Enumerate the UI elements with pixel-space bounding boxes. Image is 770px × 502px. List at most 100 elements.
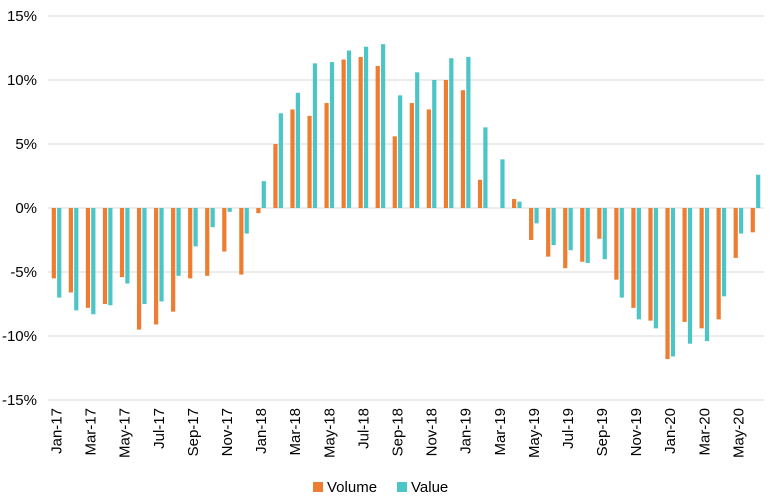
y-tick-label: 0% <box>15 200 37 217</box>
bar-volume-dec-18 <box>443 80 449 208</box>
x-axis-tick-labels: Jan-17 Mar-17 May-17 Jul-17 Sep-17 Nov-17 Jan-… <box>49 408 748 458</box>
bar-value-jul-17 <box>159 208 164 302</box>
bar-volume-jan-20 <box>665 208 670 360</box>
legend-label-volume: Volume <box>327 479 377 496</box>
bar-volume-feb-18 <box>273 144 278 208</box>
bar-volume-apr-18 <box>307 115 312 208</box>
bar-volume-jul-17 <box>154 208 159 325</box>
bar-volume-sep-19 <box>597 208 602 239</box>
bar-volume-sep-17 <box>188 208 193 279</box>
bar-value-aug-19 <box>585 208 590 264</box>
bar-value-mar-20 <box>704 208 710 342</box>
legend-swatch-volume <box>313 482 323 492</box>
bar-value-oct-17 <box>210 208 215 228</box>
x-tick-label: Mar-18 <box>287 408 304 456</box>
x-tick-label: Sep-18 <box>389 408 406 456</box>
bar-value-aug-18 <box>381 44 386 208</box>
bar-value-may-20 <box>739 208 744 234</box>
bar-volume-apr-19 <box>512 199 517 208</box>
x-tick-label: Mar-19 <box>492 408 509 456</box>
bar-value-feb-17 <box>74 208 79 311</box>
x-tick-label: Mar-17 <box>83 408 100 456</box>
bar-value-nov-18 <box>432 80 437 208</box>
x-tick-label: May-17 <box>117 408 134 458</box>
x-tick-label: Jan-19 <box>458 408 475 454</box>
bar-volume-jun-17 <box>136 208 142 330</box>
bar-value-apr-19 <box>517 201 522 208</box>
bar-volume-jan-17 <box>51 208 56 279</box>
bar-volume-oct-17 <box>205 208 210 276</box>
bar-volume-jun-18 <box>341 59 346 208</box>
legend-swatch-value <box>397 482 407 492</box>
bar-value-aug-17 <box>176 208 181 276</box>
bar-volume-may-20 <box>733 208 738 258</box>
bar-value-dec-18 <box>449 58 454 208</box>
bar-value-oct-19 <box>619 208 624 298</box>
x-tick-label: Jul-19 <box>560 408 577 449</box>
y-tick-label: 5% <box>15 136 37 153</box>
bar-volume-jan-19 <box>460 90 466 208</box>
legend-label-value: Value <box>411 479 448 496</box>
bar-value-jan-18 <box>261 181 266 208</box>
bar-value-mar-19 <box>500 159 505 208</box>
bar-volume-dec-17 <box>239 208 244 275</box>
y-tick-label: 10% <box>7 72 37 89</box>
bar-value-jan-17 <box>57 208 62 298</box>
bar-value-may-17 <box>125 208 130 284</box>
bar-volume-apr-20 <box>716 208 721 320</box>
bar-volume-jan-18 <box>256 208 261 214</box>
x-tick-label: Nov-17 <box>219 408 236 456</box>
bar-value-jan-19 <box>466 56 471 209</box>
bar-volume-feb-19 <box>477 179 483 208</box>
bar-volume-aug-18 <box>375 65 380 208</box>
x-tick-label: Jul-17 <box>151 408 168 449</box>
bar-volume-jun-19 <box>546 208 551 257</box>
bar-volume-jul-19 <box>563 208 568 269</box>
bar-value-apr-17 <box>108 208 113 306</box>
bar-value-feb-20 <box>687 208 693 344</box>
y-tick-label: -5% <box>10 264 37 281</box>
bar-volume-apr-17 <box>102 208 108 304</box>
bar-value-jun-20 <box>756 174 761 208</box>
bar-value-sep-17 <box>193 208 198 247</box>
x-tick-label: Sep-17 <box>185 408 202 456</box>
bar-value-jun-18 <box>346 50 352 209</box>
bar-volume-aug-17 <box>171 208 176 312</box>
bar-volume-may-19 <box>529 208 534 240</box>
bar-volume-may-18 <box>324 103 329 208</box>
bar-volume-nov-19 <box>631 208 636 308</box>
bar-value-may-19 <box>534 208 539 224</box>
x-tick-label: Jul-18 <box>355 408 372 449</box>
bar-value-nov-19 <box>636 208 641 320</box>
x-tick-label: May-18 <box>321 408 338 458</box>
x-tick-label: Jan-17 <box>49 408 66 454</box>
bar-volume-mar-17 <box>85 208 91 308</box>
bar-value-dec-17 <box>244 208 249 234</box>
x-tick-label: Sep-19 <box>594 408 611 456</box>
bar-volume-may-17 <box>119 208 125 278</box>
x-tick-label: Mar-20 <box>696 408 713 456</box>
bar-value-sep-18 <box>398 95 403 208</box>
bar-value-apr-20 <box>721 208 727 297</box>
bar-volume-nov-17 <box>222 208 227 252</box>
bar-volume-jun-20 <box>750 208 755 233</box>
y-tick-label: -15% <box>2 392 37 409</box>
bar-volume-oct-18 <box>409 103 414 208</box>
bar-volume-mar-18 <box>290 109 295 208</box>
bars <box>51 44 761 360</box>
x-tick-label: Nov-18 <box>424 408 441 456</box>
bar-volume-oct-19 <box>614 208 619 280</box>
y-tick-label: 15% <box>7 8 37 25</box>
bar-value-sep-19 <box>602 208 607 260</box>
bar-value-jun-19 <box>551 208 556 246</box>
bar-value-jan-20 <box>670 208 676 357</box>
x-tick-label: Jan-20 <box>662 408 679 454</box>
bar-value-mar-18 <box>295 92 300 208</box>
y-axis-tick-labels: 15% 10% 5% 0% -5% -10% -15% <box>2 8 37 409</box>
bar-value-jul-19 <box>568 208 573 251</box>
x-tick-label: May-19 <box>526 408 543 458</box>
legend: Volume Value <box>313 479 448 496</box>
bar-volume-dec-19 <box>648 208 653 321</box>
bar-value-apr-18 <box>312 63 318 208</box>
